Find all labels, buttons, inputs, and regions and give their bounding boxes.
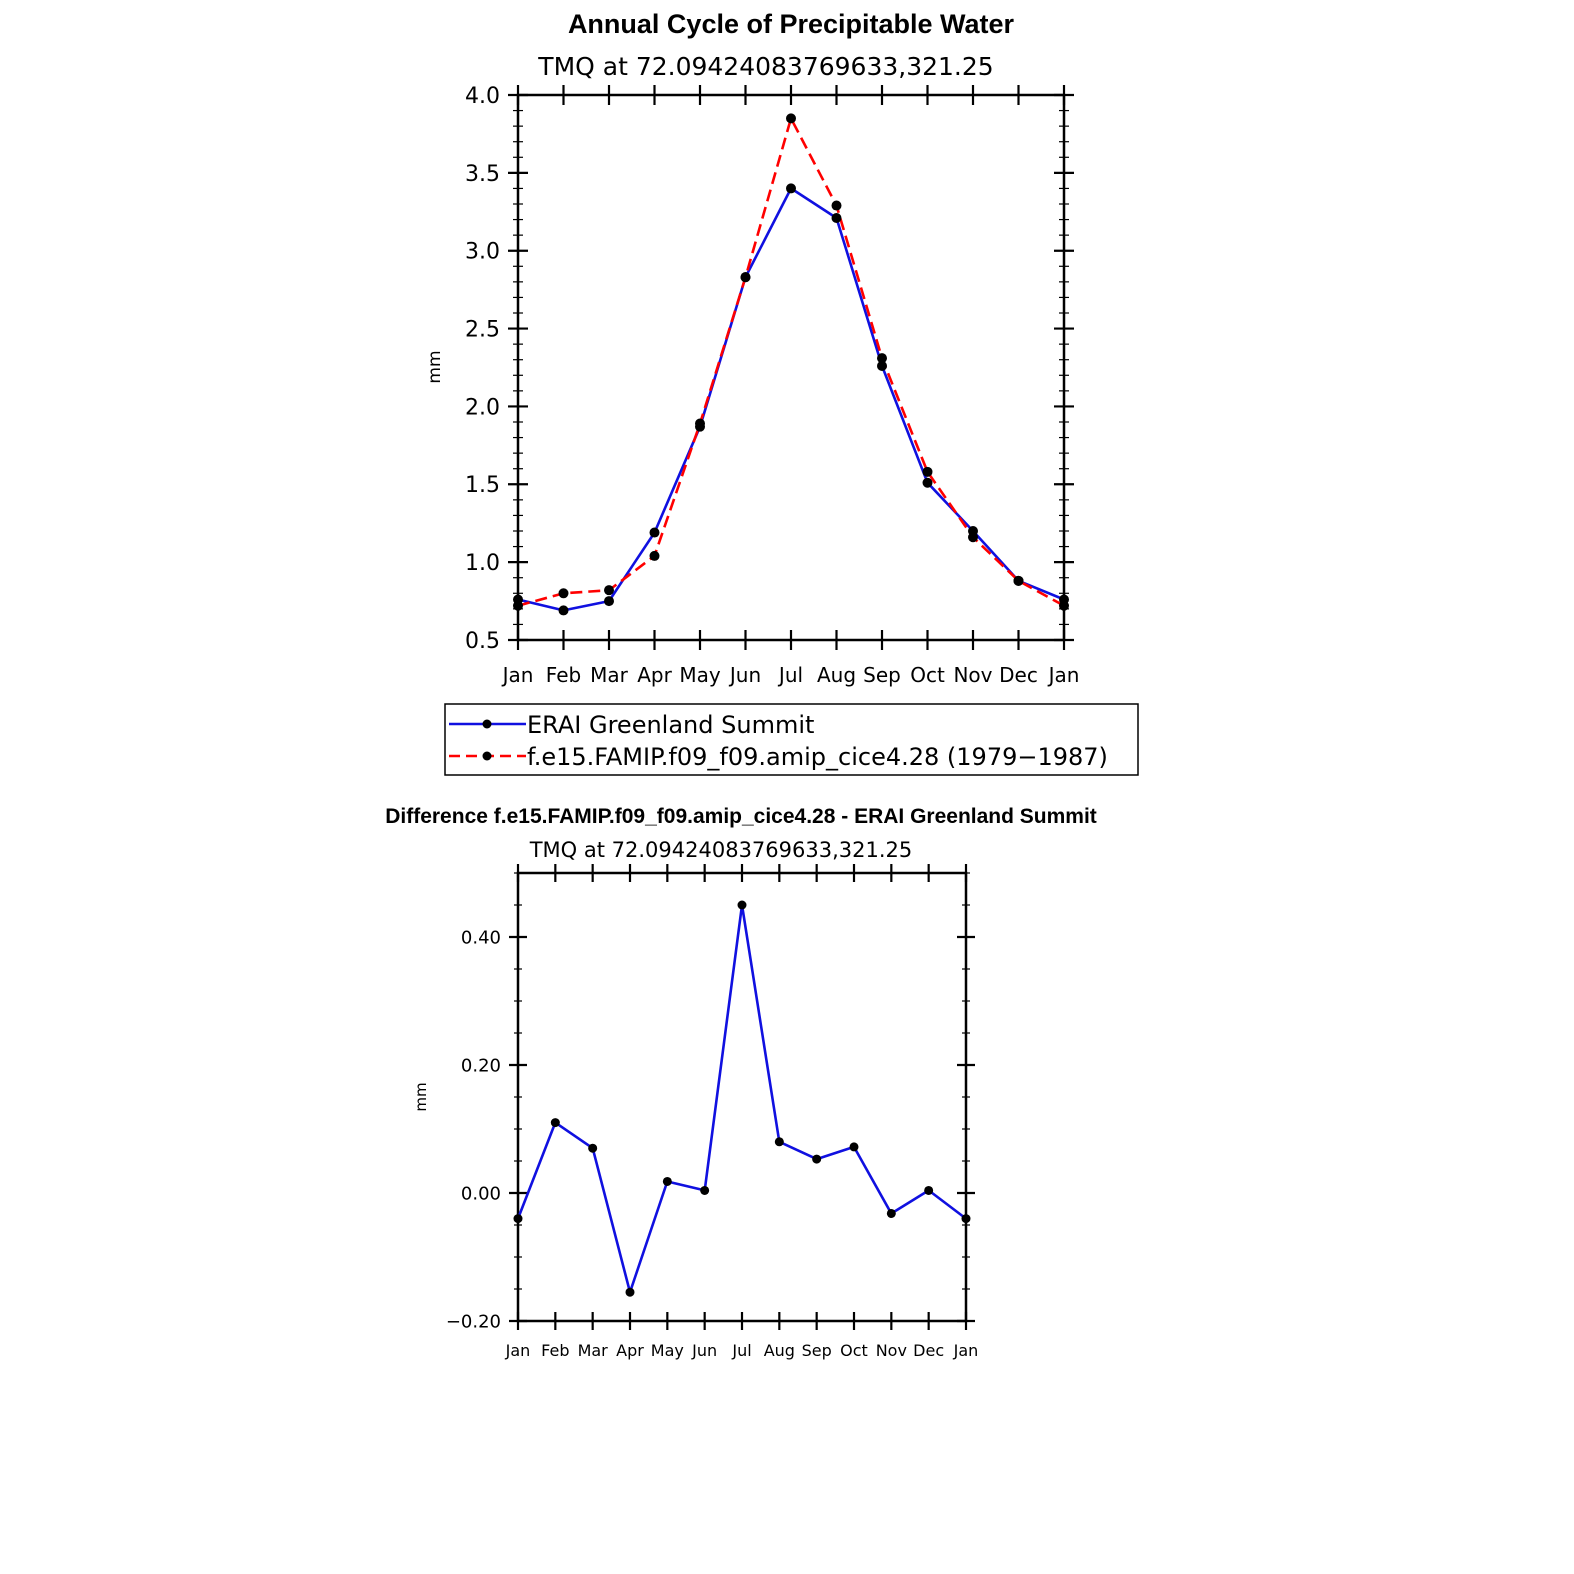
x-tick-label: Dec [999, 663, 1038, 687]
x-tick-label: Nov [953, 663, 992, 687]
data-point [786, 113, 796, 124]
x-tick-label: Jul [777, 663, 803, 687]
data-point [550, 1118, 560, 1128]
chart-title: Annual Cycle of Precipitable Water [568, 9, 1015, 39]
axes-frame [508, 85, 1074, 650]
data-point [513, 1214, 523, 1224]
x-tick-label: May [679, 663, 721, 687]
legend-marker-model [482, 751, 492, 761]
y-tick-labels: 0.5 1.0 1.5 2.0 2.5 3.0 3.5 4.0 [465, 84, 500, 654]
x-tick-label: Feb [546, 663, 581, 687]
chart-subtitle: TMQ at 72.09424083769633,321.25 [537, 52, 993, 81]
legend-marker-erai [482, 719, 492, 729]
x-tick-label: Mar [578, 1341, 609, 1360]
x-tick-label: Jan [1047, 663, 1080, 687]
x-tick-label: Mar [590, 663, 629, 687]
data-point [922, 477, 933, 488]
data-point [662, 1176, 672, 1186]
y-tick-label: 0.00 [461, 1183, 501, 1204]
data-point [1059, 600, 1069, 611]
series-line-0 [516, 903, 967, 1294]
y-tick-label: 1.0 [465, 551, 500, 576]
x-tick-label: May [651, 1341, 684, 1360]
x-tick-label: Jun [691, 1341, 717, 1360]
x-tick-label: Aug [817, 663, 856, 687]
x-tick-label: Nov [876, 1341, 907, 1360]
x-tick-label: Sep [863, 663, 901, 687]
axes-frame [509, 864, 975, 1330]
precipitable-water-chart: Annual Cycle of Precipitable Water TMQ a… [425, 9, 1079, 687]
data-point [558, 588, 569, 599]
x-tick-label: Sep [802, 1341, 832, 1360]
x-tick-label: Jan [501, 663, 534, 687]
data-point [849, 1142, 859, 1152]
x-tick-label: Jan [505, 1341, 531, 1360]
y-tick-label: 3.5 [465, 162, 500, 187]
legend: ERAI Greenland Summit f.e15.FAMIP.f09_f0… [444, 703, 1139, 776]
data-point [786, 183, 796, 194]
data-point [558, 605, 569, 616]
data-point [737, 900, 747, 910]
x-tick-label: Feb [541, 1341, 569, 1360]
y-tick-label: 4.0 [465, 84, 500, 109]
data-point [831, 200, 842, 211]
legend-box [444, 703, 1139, 776]
chart-title: Difference f.e15.FAMIP.f09_f09.amip_cice… [385, 805, 1097, 828]
x-tick-label: Aug [764, 1341, 795, 1360]
series-lines [513, 113, 1069, 616]
x-tick-label: Oct [910, 663, 945, 687]
data-point [700, 1185, 710, 1195]
x-tick-labels: Jan Feb Mar Apr May Jun Jul Aug Sep Oct Nov Dec Jan [505, 1341, 979, 1360]
data-point [625, 1287, 635, 1297]
data-point [588, 1143, 598, 1153]
x-tick-label: Apr [616, 1341, 644, 1360]
y-tick-label: 1.5 [465, 473, 500, 498]
y-tick-label: 0.40 [461, 927, 501, 948]
data-point [1013, 575, 1024, 586]
data-point [513, 600, 523, 611]
y-tick-labels: −0.20 0.00 0.20 0.40 [446, 927, 501, 1332]
data-point [740, 272, 751, 283]
data-point [877, 353, 887, 364]
plot-frame [516, 871, 968, 1323]
data-point [961, 1214, 971, 1224]
difference-chart: Difference f.e15.FAMIP.f09_f09.amip_cice… [385, 805, 1097, 1360]
y-tick-label: 2.5 [465, 317, 500, 342]
data-point [812, 1154, 822, 1164]
data-point [886, 1208, 896, 1218]
y-tick-label: 0.20 [461, 1055, 501, 1076]
series-lines [513, 900, 971, 1297]
x-tick-label: Dec [913, 1341, 944, 1360]
x-tick-label: Apr [637, 663, 672, 687]
chart-subtitle: TMQ at 72.09424083769633,321.25 [529, 838, 913, 862]
x-tick-label: Jun [728, 663, 761, 687]
data-point [831, 213, 842, 224]
x-tick-label: Jan [953, 1341, 979, 1360]
y-axis-label: mm [425, 350, 445, 383]
data-point [922, 466, 933, 477]
data-point [877, 360, 887, 371]
data-point [604, 585, 614, 596]
legend-label-erai: ERAI Greenland Summit [527, 711, 814, 739]
y-tick-label: −0.20 [446, 1311, 501, 1332]
data-point [649, 550, 660, 561]
x-tick-label: Oct [840, 1341, 868, 1360]
plot-frame [516, 93, 1066, 642]
y-tick-label: 3.0 [465, 240, 500, 265]
y-tick-label: 2.0 [465, 395, 500, 420]
x-tick-labels: Jan Feb Mar Apr May Jun Jul Aug Sep Oct Nov Dec Jan [501, 663, 1080, 687]
data-point [924, 1185, 934, 1195]
y-axis-label: mm [412, 1082, 430, 1111]
legend-label-model: f.e15.FAMIP.f09_f09.amip_cice4.28 (1979−… [527, 743, 1108, 771]
data-point [604, 596, 614, 607]
data-point [649, 527, 660, 538]
data-point [774, 1137, 784, 1147]
data-point [695, 418, 705, 429]
data-point [968, 532, 978, 543]
x-tick-label: Jul [731, 1341, 751, 1360]
y-tick-label: 0.5 [465, 629, 500, 654]
